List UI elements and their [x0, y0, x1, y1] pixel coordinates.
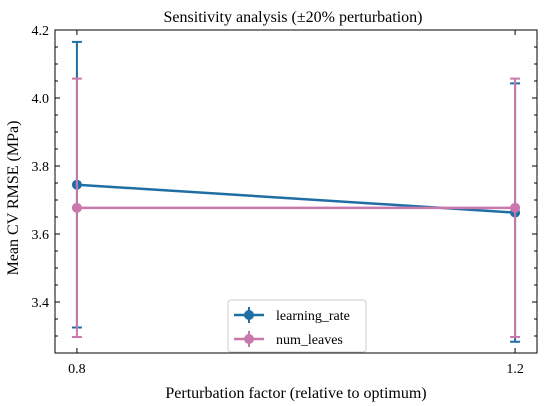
y-tick-label: 4.0 [32, 92, 50, 107]
y-tick-label: 3.8 [32, 160, 50, 175]
series-num_leaves [71, 77, 521, 339]
legend: learning_rate num_leaves [227, 299, 367, 353]
legend-item-num_leaves: num_leaves [234, 331, 343, 348]
y-axis-label: Mean CV RMSE (MPa) [5, 121, 22, 276]
marks [71, 40, 521, 343]
ticks: 0.8 1.2 3.4 3.6 3.8 4.0 4.2 [32, 24, 537, 377]
y-tick-label: 3.4 [32, 296, 50, 311]
legend-item-learning_rate: learning_rate [234, 307, 350, 324]
data-point [510, 202, 521, 213]
legend-label: num_leaves [276, 333, 343, 348]
plot-frame [54, 29, 538, 354]
y-tick-label: 3.6 [32, 228, 50, 243]
x-axis-label: Perturbation factor (relative to optimum… [165, 385, 426, 402]
x-tick-label: 1.2 [506, 362, 524, 377]
y-tick-label: 4.2 [32, 24, 50, 39]
x-tick-label: 0.8 [68, 362, 86, 377]
series-learning_rate [71, 40, 521, 343]
data-point [71, 202, 82, 213]
legend-label: learning_rate [276, 309, 350, 324]
chart-title: Sensitivity analysis (±20% perturbation) [164, 9, 423, 26]
